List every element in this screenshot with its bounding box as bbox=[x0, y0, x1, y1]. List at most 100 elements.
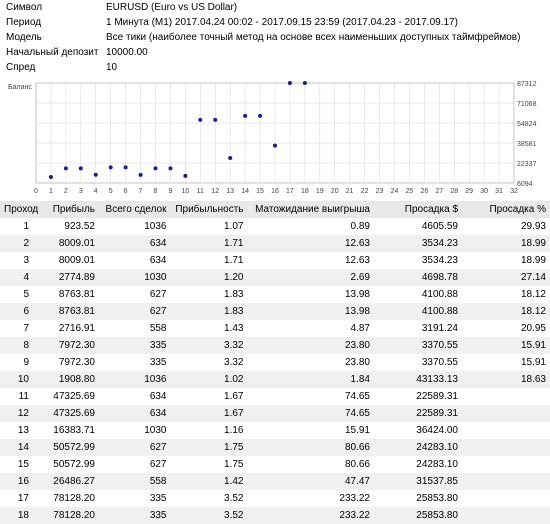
cell-pf: 1.42 bbox=[171, 473, 248, 490]
cell-profit: 2716.91 bbox=[33, 320, 99, 337]
svg-text:18: 18 bbox=[301, 188, 309, 195]
svg-text:7: 7 bbox=[139, 188, 143, 195]
cell-dd: 3370.55 bbox=[374, 337, 462, 354]
cell-payoff: 13.98 bbox=[248, 286, 375, 303]
table-row[interactable]: 101908.8010361.021.8443133.1318.63 bbox=[0, 371, 550, 388]
svg-text:38581: 38581 bbox=[517, 141, 537, 148]
cell-pf: 1.07 bbox=[171, 218, 248, 235]
cell-trades: 627 bbox=[99, 456, 171, 473]
cell-payoff: 23.80 bbox=[248, 354, 375, 371]
col-trades[interactable]: Всего сделок bbox=[99, 201, 171, 218]
table-row[interactable]: 1778128.203353.52233.2225853.80 bbox=[0, 490, 550, 507]
svg-text:31: 31 bbox=[495, 188, 503, 195]
cell-trades: 627 bbox=[99, 303, 171, 320]
table-row[interactable]: 1316383.7110301.1615.9136424.00 bbox=[0, 422, 550, 439]
cell-ddp bbox=[462, 405, 550, 422]
col-payoff[interactable]: Матожидание выигрыша bbox=[248, 201, 375, 218]
svg-text:71068: 71068 bbox=[517, 101, 537, 108]
info-value: 1 Минута (M1) 2017.04.24 00:02 - 2017.09… bbox=[106, 17, 544, 28]
cell-profit: 50572.99 bbox=[33, 456, 99, 473]
cell-profit: 8009.01 bbox=[33, 235, 99, 252]
cell-pf: 1.20 bbox=[171, 269, 248, 286]
info-label: Начальный депозит bbox=[6, 47, 106, 58]
table-row[interactable]: 72716.915581.434.873191.2420.95 bbox=[0, 320, 550, 337]
table-row[interactable]: 87972.303353.3223.803370.5515.91 bbox=[0, 337, 550, 354]
cell-payoff: 4.87 bbox=[248, 320, 375, 337]
cell-payoff: 2.69 bbox=[248, 269, 375, 286]
cell-payoff: 23.80 bbox=[248, 337, 375, 354]
col-profit[interactable]: Прибыль bbox=[33, 201, 99, 218]
cell-pf: 3.32 bbox=[171, 354, 248, 371]
info-value: 10 bbox=[106, 62, 544, 73]
table-row[interactable]: 1247325.696341.6774.6522589.31 bbox=[0, 405, 550, 422]
cell-profit: 16383.71 bbox=[33, 422, 99, 439]
cell-profit: 50572.99 bbox=[33, 439, 99, 456]
svg-text:32: 32 bbox=[510, 188, 518, 195]
cell-trades: 335 bbox=[99, 507, 171, 524]
cell-ddp: 18.99 bbox=[462, 252, 550, 269]
info-label: Период bbox=[6, 17, 106, 28]
cell-dd: 22589.31 bbox=[374, 388, 462, 405]
svg-text:11: 11 bbox=[197, 188, 204, 195]
info-period: Период 1 Минута (M1) 2017.04.24 00:02 - … bbox=[0, 15, 550, 30]
table-row[interactable]: 58763.816271.8313.984100.8818.12 bbox=[0, 286, 550, 303]
cell-profit: 8763.81 bbox=[33, 286, 99, 303]
svg-text:29: 29 bbox=[465, 188, 473, 195]
col-ddp[interactable]: Просадка % bbox=[462, 201, 550, 218]
cell-trades: 627 bbox=[99, 439, 171, 456]
cell-ddp: 18.12 bbox=[462, 286, 550, 303]
table-row[interactable]: 1550572.996271.7580.6624283.10 bbox=[0, 456, 550, 473]
svg-text:Баланс: Баланс bbox=[8, 84, 32, 91]
cell-trades: 558 bbox=[99, 473, 171, 490]
cell-pf: 3.52 bbox=[171, 490, 248, 507]
cell-payoff: 1.84 bbox=[248, 371, 375, 388]
col-pf[interactable]: Прибыльность bbox=[171, 201, 248, 218]
cell-profit: 923.52 bbox=[33, 218, 99, 235]
cell-pass: 5 bbox=[0, 286, 33, 303]
table-row[interactable]: 42774.8910301.202.694698.7827.14 bbox=[0, 269, 550, 286]
cell-ddp bbox=[462, 388, 550, 405]
cell-dd: 24283.10 bbox=[374, 456, 462, 473]
svg-text:22337: 22337 bbox=[517, 161, 537, 168]
cell-pass: 14 bbox=[0, 439, 33, 456]
cell-ddp: 27.14 bbox=[462, 269, 550, 286]
cell-ddp: 18.99 bbox=[462, 235, 550, 252]
svg-text:6: 6 bbox=[124, 188, 128, 195]
cell-ddp: 18.12 bbox=[462, 303, 550, 320]
svg-text:15: 15 bbox=[256, 188, 264, 195]
cell-trades: 634 bbox=[99, 405, 171, 422]
svg-text:27: 27 bbox=[435, 188, 443, 195]
cell-dd: 4100.88 bbox=[374, 303, 462, 320]
col-dd[interactable]: Просадка $ bbox=[374, 201, 462, 218]
cell-payoff: 12.63 bbox=[248, 235, 375, 252]
svg-text:12: 12 bbox=[211, 188, 219, 195]
cell-payoff: 74.65 bbox=[248, 388, 375, 405]
cell-trades: 1030 bbox=[99, 422, 171, 439]
info-label: Символ bbox=[6, 2, 106, 13]
cell-payoff: 12.63 bbox=[248, 252, 375, 269]
cell-trades: 335 bbox=[99, 337, 171, 354]
table-row[interactable]: 1147325.696341.6774.6522589.31 bbox=[0, 388, 550, 405]
cell-dd: 3191.24 bbox=[374, 320, 462, 337]
cell-pf: 1.71 bbox=[171, 252, 248, 269]
cell-payoff: 13.98 bbox=[248, 303, 375, 320]
cell-pass: 16 bbox=[0, 473, 33, 490]
table-row[interactable]: 28009.016341.7112.633534.2318.99 bbox=[0, 235, 550, 252]
table-row[interactable]: 1923.5210361.070.894605.5929.93 bbox=[0, 218, 550, 235]
table-row[interactable]: 1450572.996271.7580.6624283.10 bbox=[0, 439, 550, 456]
svg-text:3: 3 bbox=[79, 188, 83, 195]
cell-pass: 18 bbox=[0, 507, 33, 524]
table-row[interactable]: 97972.303353.3223.803370.5515.91 bbox=[0, 354, 550, 371]
table-row[interactable]: 68763.816271.8313.984100.8818.12 bbox=[0, 303, 550, 320]
table-row[interactable]: 1878128.203353.52233.2225853.80 bbox=[0, 507, 550, 524]
svg-text:28: 28 bbox=[450, 188, 458, 195]
cell-trades: 335 bbox=[99, 490, 171, 507]
table-row[interactable]: 38009.016341.7112.633534.2318.99 bbox=[0, 252, 550, 269]
cell-trades: 634 bbox=[99, 235, 171, 252]
cell-payoff: 47.47 bbox=[248, 473, 375, 490]
svg-text:13: 13 bbox=[226, 188, 234, 195]
info-symbol: Символ EURUSD (Euro vs US Dollar) bbox=[0, 0, 550, 15]
col-pass[interactable]: Проход bbox=[0, 201, 33, 218]
table-row[interactable]: 1626486.275581.4247.4731537.85 bbox=[0, 473, 550, 490]
cell-pass: 12 bbox=[0, 405, 33, 422]
